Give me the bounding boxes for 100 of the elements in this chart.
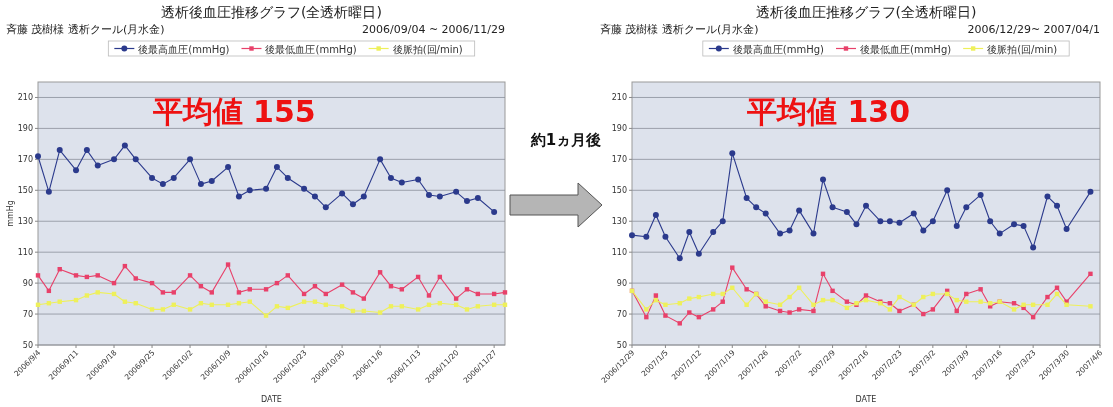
point [45,188,52,195]
point [111,156,118,163]
point [978,299,983,304]
point [663,302,668,307]
point [710,307,716,312]
point [1054,202,1061,209]
point [132,156,139,163]
point [811,302,816,307]
point [322,204,329,211]
y-tick-label: 190 [611,124,627,134]
point [399,304,405,309]
point [1063,225,1070,232]
point [339,304,345,309]
point [963,204,970,211]
point [921,311,926,317]
point [1011,221,1018,228]
point [475,304,481,309]
point [350,290,356,295]
point [170,174,177,181]
point [263,313,269,318]
point [677,321,682,326]
chart-subtitle: 斉藤 茂樹様 透析クール(月水金) [600,23,759,36]
y-tick-label: 150 [611,186,627,196]
point [744,287,749,292]
point [84,293,90,298]
point [463,198,470,205]
point [377,310,383,315]
y-tick-label: 50 [22,341,33,350]
legend-label: 後脈拍(回/min) [392,43,463,55]
point [171,290,176,295]
point [763,304,768,309]
point [285,273,290,278]
text: 2006/09/04 ~ 2006/11/29 [361,23,505,36]
point [929,218,936,225]
legend-label: 後脈拍(回/min) [987,43,1058,55]
point [387,174,394,181]
point [820,176,827,183]
point [95,273,100,278]
point [263,185,270,192]
point [1045,302,1050,307]
point [920,227,927,234]
y-tick-label: 110 [17,248,33,258]
point [122,299,128,304]
point [762,210,769,217]
legend-label: 後最高血圧(mmHg) [138,43,230,55]
point [896,219,903,226]
point [710,229,717,236]
point [35,153,41,160]
point [730,265,735,270]
text: 2006/12/29~ 2007/04/1 [967,23,1100,36]
point [301,185,308,192]
point [121,142,128,149]
point [921,294,926,300]
point [149,307,155,312]
legend-label: 後最高血圧(mmHg) [732,43,825,55]
y-tick-label: 130 [611,217,627,227]
point [377,156,384,163]
point [897,294,902,300]
point [160,307,166,312]
point [1021,302,1026,307]
point [729,150,736,157]
point [339,282,345,287]
point [662,233,669,240]
point [877,218,884,225]
y-tick-label: 150 [17,186,33,196]
y-tick-label: 90 [616,279,627,289]
x-axis-title: DATE [261,395,282,404]
y-tick-label: 210 [611,93,627,103]
point [897,308,902,314]
point [829,204,836,211]
point [953,222,960,229]
point [843,208,850,215]
legend-label: 後最低血圧(mmHg) [859,43,952,55]
point [197,181,204,188]
point [887,307,893,312]
point [301,299,307,304]
point [57,299,62,304]
point [73,273,79,278]
point [996,230,1003,237]
y-tick-label: 70 [22,310,33,320]
point [349,201,356,208]
point [643,233,650,240]
point [426,293,432,298]
point [94,162,101,169]
point [1020,222,1027,229]
point [1011,307,1017,312]
point [1088,304,1093,309]
y-tick-label: 50 [616,341,627,350]
point [1044,193,1051,200]
point [246,187,253,194]
point [159,181,166,188]
point [83,147,90,154]
point [1030,244,1037,251]
point [977,191,984,198]
point [652,212,659,219]
point [425,191,432,198]
point [361,296,367,301]
point [187,156,194,163]
point [415,176,422,183]
point [644,307,649,312]
